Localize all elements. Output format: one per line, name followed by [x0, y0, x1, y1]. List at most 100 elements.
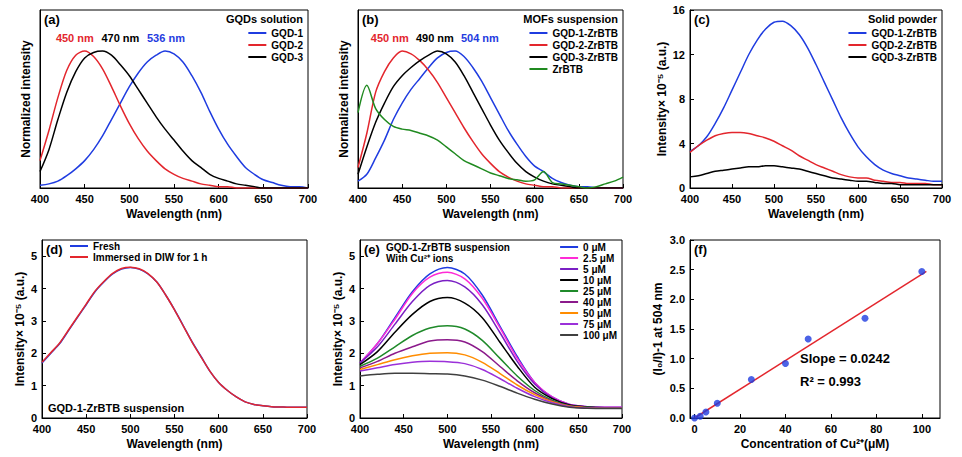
- svg-text:0.0: 0.0: [670, 412, 685, 424]
- svg-text:(e): (e): [364, 242, 380, 257]
- svg-text:GQD-3-ZrBTB: GQD-3-ZrBTB: [871, 52, 937, 63]
- svg-text:(c): (c): [694, 12, 710, 27]
- svg-text:GQD-1: GQD-1: [271, 28, 303, 39]
- svg-text:(d): (d): [46, 242, 63, 257]
- svg-text:25 μM: 25 μM: [583, 286, 611, 297]
- svg-text:400: 400: [349, 193, 367, 205]
- svg-text:470 nm: 470 nm: [101, 32, 139, 44]
- svg-text:Immersed in DIW for 1 h: Immersed in DIW for 1 h: [93, 252, 207, 263]
- svg-text:GQD-1-ZrBTB suspension: GQD-1-ZrBTB suspension: [386, 242, 510, 253]
- svg-text:3: 3: [349, 315, 355, 327]
- svg-text:0: 0: [691, 423, 697, 435]
- svg-text:600: 600: [849, 193, 867, 205]
- svg-text:490 nm: 490 nm: [416, 32, 454, 44]
- svg-text:20: 20: [734, 423, 746, 435]
- svg-text:GQD-1-ZrBTB: GQD-1-ZrBTB: [871, 28, 937, 39]
- svg-text:Slope = 0.0242: Slope = 0.0242: [800, 351, 890, 366]
- svg-text:Wavelength (nm): Wavelength (nm): [126, 207, 222, 221]
- svg-text:550: 550: [165, 193, 183, 205]
- svg-text:500: 500: [765, 193, 783, 205]
- svg-text:2.0: 2.0: [670, 293, 685, 305]
- svg-text:4: 4: [349, 283, 356, 295]
- svg-text:5 μM: 5 μM: [583, 264, 606, 275]
- svg-text:650: 650: [569, 423, 587, 435]
- svg-text:550: 550: [481, 193, 499, 205]
- svg-text:1.0: 1.0: [670, 353, 685, 365]
- svg-text:700: 700: [933, 193, 951, 205]
- svg-text:MOFs suspension: MOFs suspension: [523, 13, 618, 25]
- svg-text:Intensity× 10⁻⁵ (a.u.): Intensity× 10⁻⁵ (a.u.): [331, 272, 345, 387]
- svg-text:60: 60: [825, 423, 837, 435]
- svg-text:600: 600: [209, 423, 227, 435]
- svg-text:40: 40: [779, 423, 791, 435]
- svg-text:700: 700: [298, 423, 316, 435]
- svg-text:Intensity× 10⁻⁵ (a.u.): Intensity× 10⁻⁵ (a.u.): [655, 42, 669, 157]
- svg-text:550: 550: [482, 423, 500, 435]
- svg-text:504 nm: 504 nm: [461, 32, 499, 44]
- svg-text:400: 400: [33, 423, 51, 435]
- svg-text:GQD-1-ZrBTB suspension: GQD-1-ZrBTB suspension: [48, 402, 185, 414]
- svg-text:500: 500: [437, 193, 455, 205]
- svg-text:700: 700: [614, 193, 632, 205]
- svg-text:Wavelength (nm): Wavelength (nm): [126, 437, 222, 451]
- svg-text:100 μM: 100 μM: [583, 330, 617, 341]
- svg-text:Wavelength (nm): Wavelength (nm): [768, 207, 864, 221]
- svg-text:0.5: 0.5: [670, 382, 685, 394]
- svg-text:450: 450: [394, 423, 412, 435]
- svg-text:0 μM: 0 μM: [583, 242, 606, 253]
- svg-text:5: 5: [349, 250, 355, 262]
- svg-text:1: 1: [349, 380, 355, 392]
- svg-text:500: 500: [438, 423, 456, 435]
- svg-text:650: 650: [570, 193, 588, 205]
- svg-text:400: 400: [681, 193, 699, 205]
- svg-text:Normalized intensity: Normalized intensity: [19, 40, 33, 158]
- svg-text:40 μM: 40 μM: [583, 297, 611, 308]
- svg-text:100: 100: [913, 423, 931, 435]
- svg-text:(b): (b): [362, 12, 379, 27]
- svg-text:600: 600: [525, 193, 543, 205]
- svg-text:550: 550: [165, 423, 183, 435]
- svg-text:1: 1: [31, 380, 37, 392]
- svg-text:16: 16: [673, 4, 685, 16]
- svg-text:Fresh: Fresh: [93, 241, 120, 252]
- svg-text:1.5: 1.5: [670, 323, 685, 335]
- svg-text:Solid powder: Solid powder: [868, 13, 938, 25]
- svg-text:10 μM: 10 μM: [583, 275, 611, 286]
- svg-text:600: 600: [525, 423, 543, 435]
- svg-text:4: 4: [679, 138, 686, 150]
- svg-text:700: 700: [613, 423, 631, 435]
- svg-text:2: 2: [349, 347, 355, 359]
- svg-text:(I₀/I)-1 at 504 nm: (I₀/I)-1 at 504 nm: [651, 283, 665, 376]
- svg-text:650: 650: [254, 423, 272, 435]
- svg-text:500: 500: [120, 193, 138, 205]
- svg-text:GQD-3-ZrBTB: GQD-3-ZrBTB: [552, 52, 618, 63]
- svg-text:2.5 μM: 2.5 μM: [583, 253, 614, 264]
- svg-text:450: 450: [75, 193, 93, 205]
- svg-text:12: 12: [673, 49, 685, 61]
- svg-text:GQD-2-ZrBTB: GQD-2-ZrBTB: [871, 40, 937, 51]
- svg-text:(f): (f): [694, 242, 707, 257]
- svg-text:GQD-3: GQD-3: [271, 52, 303, 63]
- svg-text:GQD-2-ZrBTB: GQD-2-ZrBTB: [552, 40, 618, 51]
- svg-text:8: 8: [679, 93, 685, 105]
- svg-text:Intensity× 10⁻⁵ (a.u.): Intensity× 10⁻⁵ (a.u.): [13, 272, 27, 387]
- svg-text:2: 2: [31, 347, 37, 359]
- svg-text:450: 450: [393, 193, 411, 205]
- svg-text:700: 700: [299, 193, 317, 205]
- svg-text:GQDs solution: GQDs solution: [226, 13, 303, 25]
- svg-text:450 nm: 450 nm: [371, 32, 409, 44]
- svg-text:5: 5: [31, 250, 37, 262]
- svg-text:2.5: 2.5: [670, 264, 685, 276]
- svg-text:With Cu²⁺ ions: With Cu²⁺ ions: [386, 253, 454, 264]
- svg-text:400: 400: [31, 193, 49, 205]
- svg-text:500: 500: [121, 423, 139, 435]
- svg-text:Wavelength (nm): Wavelength (nm): [442, 207, 538, 221]
- svg-text:400: 400: [351, 423, 369, 435]
- svg-text:Normalized intensity: Normalized intensity: [337, 40, 351, 158]
- svg-text:3: 3: [31, 315, 37, 327]
- svg-text:R² = 0.993: R² = 0.993: [800, 374, 861, 389]
- svg-text:Wavelength (nm): Wavelength (nm): [443, 437, 539, 451]
- svg-text:75 μM: 75 μM: [583, 319, 611, 330]
- svg-text:600: 600: [209, 193, 227, 205]
- svg-text:550: 550: [807, 193, 825, 205]
